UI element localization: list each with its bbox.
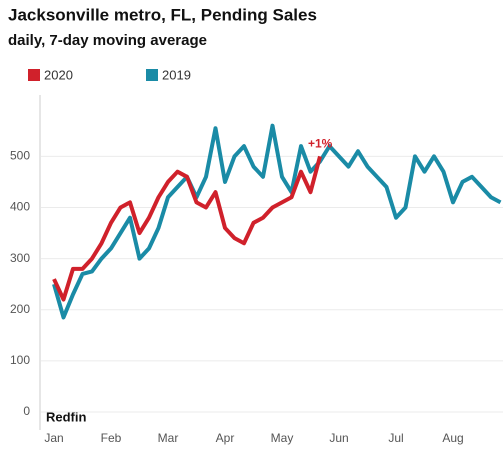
y-tick-label: 500 [10, 149, 30, 163]
legend-label: 2020 [44, 67, 73, 82]
x-tick-label: Jul [388, 431, 403, 445]
legend-swatch [28, 69, 40, 81]
x-tick-label: Mar [158, 431, 179, 445]
y-tick-label: 200 [10, 302, 30, 316]
legend-swatch [146, 69, 158, 81]
y-tick-label: 100 [10, 353, 30, 367]
x-tick-label: Apr [216, 431, 235, 445]
source: Redfin [46, 409, 87, 424]
y-tick-label: 400 [10, 200, 30, 214]
series-line [52, 155, 322, 302]
x-tick-label: Jun [329, 431, 348, 445]
annotation: +1% [308, 137, 333, 151]
chart-title: Jacksonville metro, FL, Pending Sales [8, 5, 317, 24]
y-tick-label: 0 [23, 404, 30, 418]
chart-subtitle: daily, 7-day moving average [8, 32, 207, 49]
y-tick-label: 300 [10, 251, 30, 265]
legend-label: 2019 [162, 67, 191, 82]
x-tick-label: May [271, 431, 294, 445]
x-tick-label: Aug [442, 431, 463, 445]
series-line [52, 123, 502, 320]
x-tick-label: Jan [44, 431, 63, 445]
x-tick-label: Feb [101, 431, 122, 445]
